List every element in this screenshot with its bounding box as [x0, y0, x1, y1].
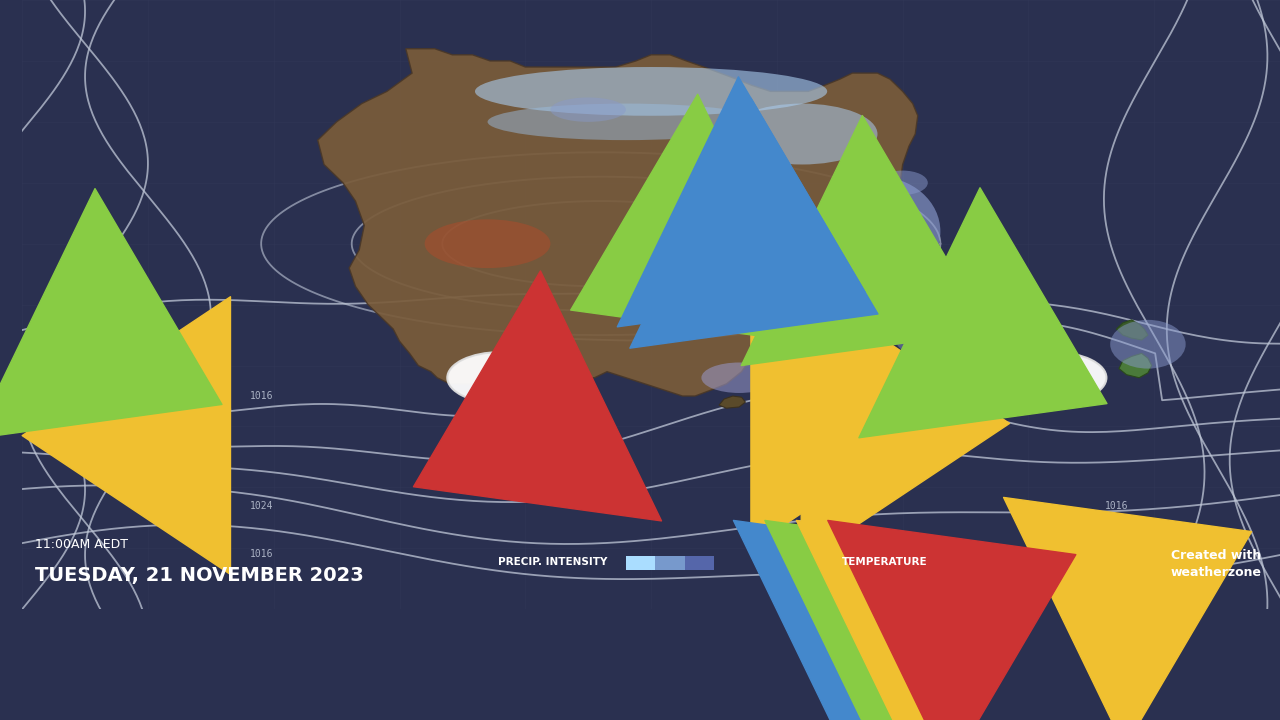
Ellipse shape: [878, 171, 928, 195]
Text: 1016: 1016: [250, 549, 273, 559]
Text: H: H: [159, 362, 175, 381]
FancyBboxPatch shape: [655, 557, 685, 570]
Text: 1016: 1016: [250, 391, 273, 401]
Polygon shape: [1119, 354, 1152, 378]
Text: H: H: [1046, 362, 1061, 381]
Ellipse shape: [488, 104, 764, 140]
Ellipse shape: [896, 326, 959, 356]
Text: PRECIP. INTENSITY: PRECIP. INTENSITY: [498, 557, 607, 567]
Ellipse shape: [550, 97, 626, 122]
Circle shape: [1001, 352, 1106, 403]
Text: 1029: 1029: [488, 382, 512, 392]
Text: TUESDAY, 21 NOVEMBER 2023: TUESDAY, 21 NOVEMBER 2023: [35, 566, 364, 585]
Polygon shape: [719, 396, 745, 408]
Ellipse shape: [727, 104, 878, 164]
Text: 1016: 1016: [1105, 500, 1128, 510]
Ellipse shape: [425, 220, 550, 268]
Text: 1024: 1024: [250, 500, 273, 510]
Ellipse shape: [814, 176, 941, 287]
Ellipse shape: [1110, 320, 1185, 369]
Polygon shape: [317, 49, 918, 396]
Ellipse shape: [796, 287, 883, 347]
Text: 11:00AM AEDT: 11:00AM AEDT: [35, 538, 128, 551]
Text: TEMPERATURE: TEMPERATURE: [842, 557, 928, 567]
Text: H: H: [492, 362, 508, 381]
Circle shape: [447, 352, 553, 403]
Polygon shape: [1116, 320, 1148, 340]
FancyBboxPatch shape: [626, 557, 655, 570]
Ellipse shape: [475, 67, 827, 116]
FancyBboxPatch shape: [685, 557, 714, 570]
Text: 1029: 1029: [1041, 382, 1066, 392]
Text: Created with
weatherzone: Created with weatherzone: [1170, 549, 1261, 579]
Ellipse shape: [701, 362, 777, 393]
Circle shape: [114, 352, 220, 403]
Text: 1030: 1030: [155, 382, 179, 392]
Ellipse shape: [814, 238, 915, 311]
Ellipse shape: [915, 369, 965, 387]
